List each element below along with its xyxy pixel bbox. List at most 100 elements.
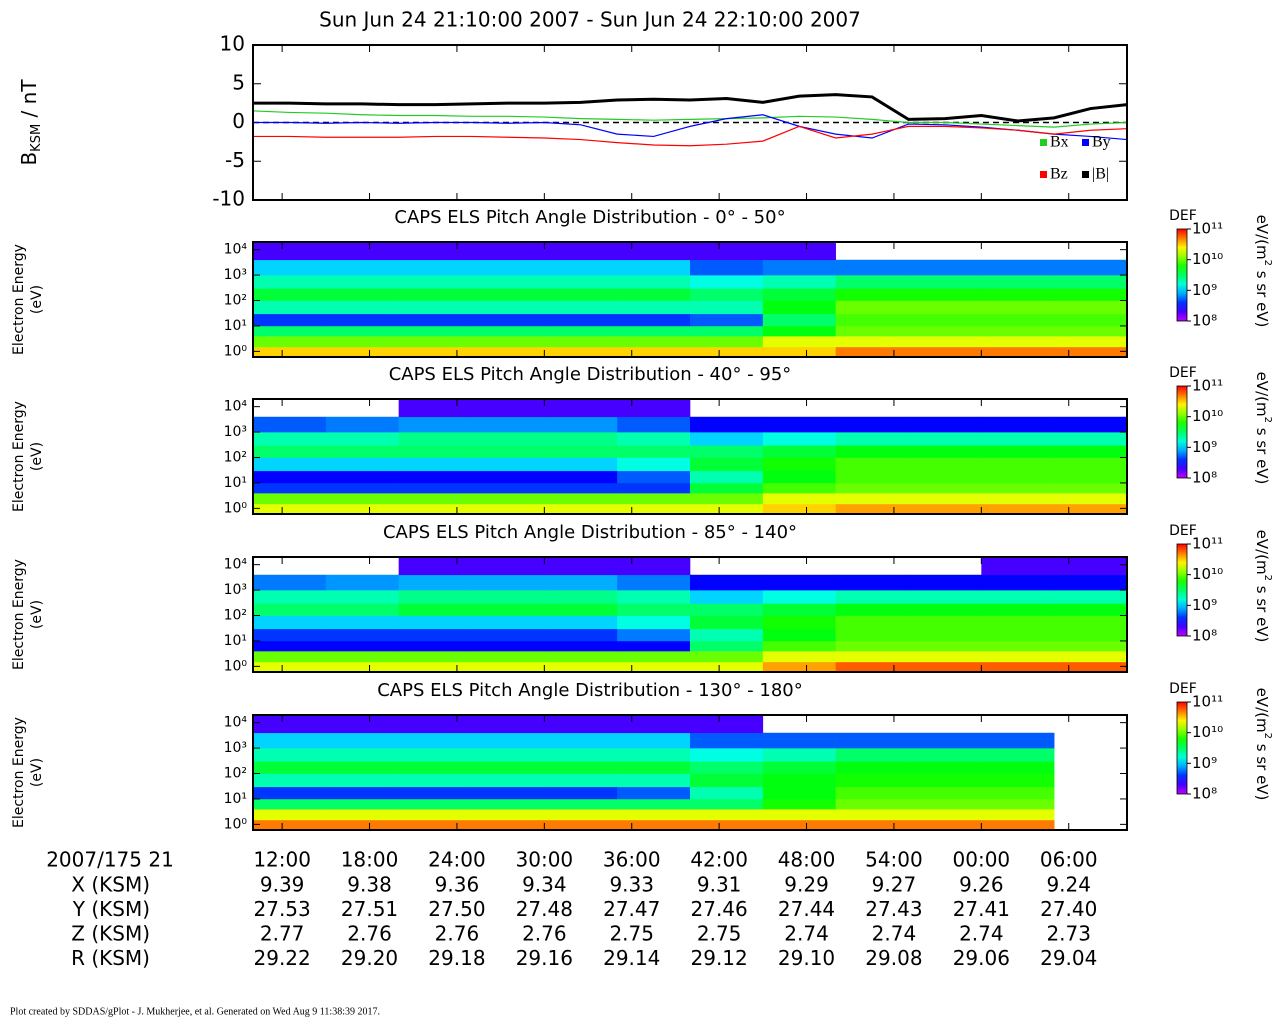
spectrogram-cell <box>908 786 982 800</box>
series-line <box>253 125 1128 147</box>
spectrogram-cell <box>617 242 691 261</box>
spectrogram-cell <box>398 715 472 734</box>
spectrogram-cell <box>908 493 982 505</box>
spectrogram-cell <box>908 300 982 315</box>
spectrogram-cell <box>617 557 691 576</box>
spectrogram-cell <box>762 445 836 458</box>
spectrogram-cell <box>981 275 1055 289</box>
spectrogram-cell <box>544 661 618 673</box>
spectrogram-cell <box>253 503 327 515</box>
colorbar-label-part: 2 <box>1262 733 1273 739</box>
spectrogram-cell <box>690 761 764 774</box>
spectrogram-cell <box>544 640 618 652</box>
spectrogram-cell <box>981 761 1055 774</box>
series-line <box>253 114 1128 141</box>
spectrogram-cell <box>253 346 327 358</box>
y-tick-label: 10⁰ <box>224 658 248 674</box>
spectrogram-cell <box>253 715 327 734</box>
spectrogram-cell <box>1054 300 1128 315</box>
spectrogram-cell <box>325 819 399 831</box>
spectrogram-cell <box>908 819 982 831</box>
spectrogram-cell <box>617 416 691 433</box>
y-tick-label: 10⁰ <box>224 816 248 832</box>
spectrogram-cell <box>471 819 545 831</box>
x-tick-label: 36:00 <box>603 848 661 872</box>
spectrogram-cell <box>617 651 691 663</box>
spectrogram-cell <box>325 300 399 315</box>
spectrogram-cell <box>835 503 909 515</box>
spectrogram-cell <box>617 470 691 484</box>
spectrogram-cell <box>617 399 691 418</box>
spectrogram-cell <box>471 416 545 433</box>
spectrogram-cell <box>981 346 1055 358</box>
spectrogram-cell <box>253 470 327 484</box>
y-axis-label: (eV) <box>29 758 45 787</box>
colorbar-tick-label: 10⁸ <box>1192 312 1217 330</box>
spectrogram-cell <box>1054 275 1128 289</box>
spectrogram-cell <box>471 773 545 788</box>
spectrogram-cell <box>253 416 327 433</box>
spectrogram-cell <box>690 336 764 348</box>
spectrogram-cell <box>762 416 836 433</box>
spectrogram-cell <box>835 300 909 315</box>
spectrogram-cell <box>835 259 909 276</box>
spectrogram-cell <box>325 640 399 652</box>
y-tick-label: -10 <box>212 187 245 211</box>
spectrogram-cell <box>908 482 982 494</box>
spectrogram-cell <box>544 288 618 301</box>
spectrogram-cell <box>835 432 909 446</box>
spectrogram-cell <box>325 482 399 494</box>
spectrogram-cell <box>908 640 982 652</box>
colorbar-label-part: eV/(m <box>1254 372 1272 417</box>
ephemeris-value: 29.22 <box>254 946 311 970</box>
spectrogram-cell <box>908 432 982 446</box>
spectrogram-cell <box>690 615 764 630</box>
spectrogram-cell <box>1054 503 1128 515</box>
spectrogram-cell <box>690 432 764 446</box>
colorbar-label-part: eV/(m <box>1254 530 1272 575</box>
ephemeris-value: 27.40 <box>1040 897 1097 921</box>
spectrogram-cell <box>253 300 327 315</box>
spectrogram-cell <box>981 574 1055 591</box>
spectrogram-cell <box>398 615 472 630</box>
spectrogram-cell <box>253 809 327 821</box>
spectrogram-cell <box>1054 603 1128 616</box>
spectrogram-cell <box>544 493 618 505</box>
spectrogram-cell <box>835 574 909 591</box>
spectrogram-cell <box>544 259 618 276</box>
spectrogram-cell <box>908 773 982 788</box>
x-tick-label: 12:00 <box>253 848 311 872</box>
spectrogram-cell <box>835 493 909 505</box>
spectrogram-cell <box>908 445 982 458</box>
series-line <box>253 93 1128 123</box>
spectrogram-cell <box>471 313 545 327</box>
spectrogram-cell <box>398 470 472 484</box>
spectrogram-cell <box>690 457 764 472</box>
spectrogram-cell <box>835 325 909 337</box>
spectrogram-cell <box>981 325 1055 337</box>
spectrogram-cell <box>253 786 327 800</box>
spectrogram-cell <box>835 732 909 749</box>
ephemeris-header: 2007/175 21 <box>46 848 174 872</box>
spectrogram-cell <box>835 628 909 642</box>
spectrogram-cell <box>617 773 691 788</box>
spectrogram-cell <box>690 482 764 494</box>
spectrogram-cell <box>325 590 399 604</box>
spectrogram-cell <box>981 470 1055 484</box>
spectrogram-cell <box>908 615 982 630</box>
spectrogram-cell <box>617 445 691 458</box>
colorbar-label: eV/(m2 s sr eV) <box>1254 215 1274 328</box>
spectrogram-cell <box>253 432 327 446</box>
colorbar <box>1176 701 1188 795</box>
spectrogram-cell <box>325 493 399 505</box>
spectrogram-cell <box>762 493 836 505</box>
spectrogram-cell <box>471 615 545 630</box>
legend-swatch <box>1082 171 1089 178</box>
spectrogram-cell <box>1054 493 1128 505</box>
y-tick-label: 10⁰ <box>224 500 248 516</box>
ephemeris-value: 29.20 <box>341 946 398 970</box>
spectrogram-cell <box>690 416 764 433</box>
spectrogram-cell <box>835 603 909 616</box>
spectrogram-cell <box>1054 482 1128 494</box>
